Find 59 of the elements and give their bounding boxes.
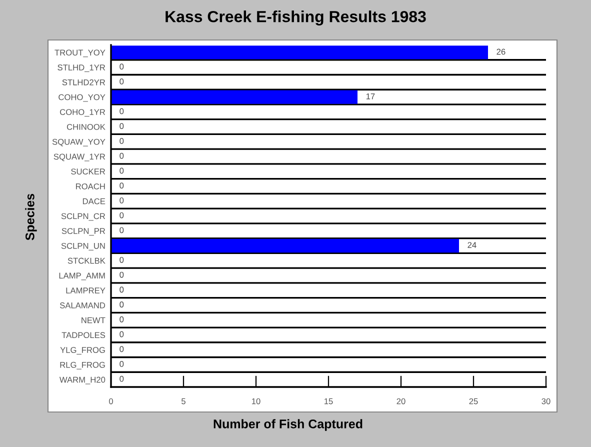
data-label: 0: [120, 78, 124, 84]
data-label: 0: [120, 123, 124, 130]
y-tick-label: STLHD2YR: [62, 79, 106, 86]
y-tick-label: CHINOOK: [66, 124, 106, 130]
data-label: 0: [120, 376, 124, 382]
data-label: 0: [120, 212, 124, 218]
data-label: 0: [120, 286, 124, 293]
data-label: 0: [120, 302, 124, 308]
data-label: 0: [120, 64, 124, 70]
y-tick-label: SQUAW_1YR: [54, 154, 106, 162]
y-tick-label: SQUAW_YOY: [52, 138, 106, 146]
data-label: 0: [120, 256, 124, 263]
y-tick-label: SUCKER: [71, 168, 106, 174]
x-tick-label: 15: [324, 398, 333, 404]
data-label: 0: [120, 108, 124, 114]
x-tick-label: 10: [252, 398, 260, 404]
y-tick-label: LAMP_AMM: [59, 272, 105, 280]
x-tick-label: 20: [396, 398, 406, 404]
data-label: 0: [120, 168, 124, 174]
y-tick-label: STCKLBK: [68, 258, 106, 264]
bar: [111, 238, 459, 253]
y-tick-label: TADPOLES: [62, 332, 106, 338]
y-tick-label: DACE: [82, 198, 106, 204]
data-label: 0: [120, 272, 124, 278]
data-label: 0: [120, 331, 124, 338]
y-tick-label: TROUT_YOY: [54, 50, 106, 58]
data-label: 0: [120, 197, 124, 204]
data-label: 26: [496, 48, 506, 55]
x-tick-label: 5: [182, 398, 186, 404]
x-tick-label: 25: [469, 398, 478, 404]
y-tick-label: COHO_1YR: [60, 109, 106, 117]
y-tick-label: STLHD_1YR: [58, 64, 106, 72]
y-tick-label: YLG_FROG: [60, 347, 105, 354]
x-tick-label: 0: [109, 398, 113, 404]
data-label: 0: [120, 316, 124, 322]
y-tick-label: SCLPN_PR: [62, 228, 106, 236]
y-tick-label: SALAMAND: [60, 302, 106, 308]
y-tick-label: COHO_YOY: [58, 94, 106, 102]
bar: [111, 46, 488, 60]
chart-title: Kass Creek E-fishing Results 1983: [166, 10, 426, 26]
y-tick-label: SCLPN_UN: [61, 242, 105, 250]
data-label: 0: [120, 152, 124, 159]
bar: [111, 90, 358, 104]
x-tick-label: 30: [542, 398, 550, 404]
y-tick-label: WARM_H20: [59, 376, 106, 384]
data-label: 0: [120, 346, 124, 352]
x-axis-title: Number of Fish Captured: [214, 419, 362, 431]
y-axis-title: Species: [25, 194, 37, 240]
data-label: 0: [120, 138, 124, 144]
data-label: 0: [120, 182, 124, 188]
y-tick-label: LAMPREY: [66, 288, 106, 294]
data-label: 0: [120, 227, 124, 234]
data-label: 17: [366, 93, 375, 100]
y-tick-label: NEWT: [82, 317, 106, 324]
y-tick-label: RLG_FROG: [60, 362, 105, 370]
data-label: 0: [120, 361, 124, 367]
y-tick-label: ROACH: [76, 183, 105, 190]
data-label: 24: [468, 242, 476, 248]
y-tick-label: SCLPN_CR: [61, 213, 106, 221]
